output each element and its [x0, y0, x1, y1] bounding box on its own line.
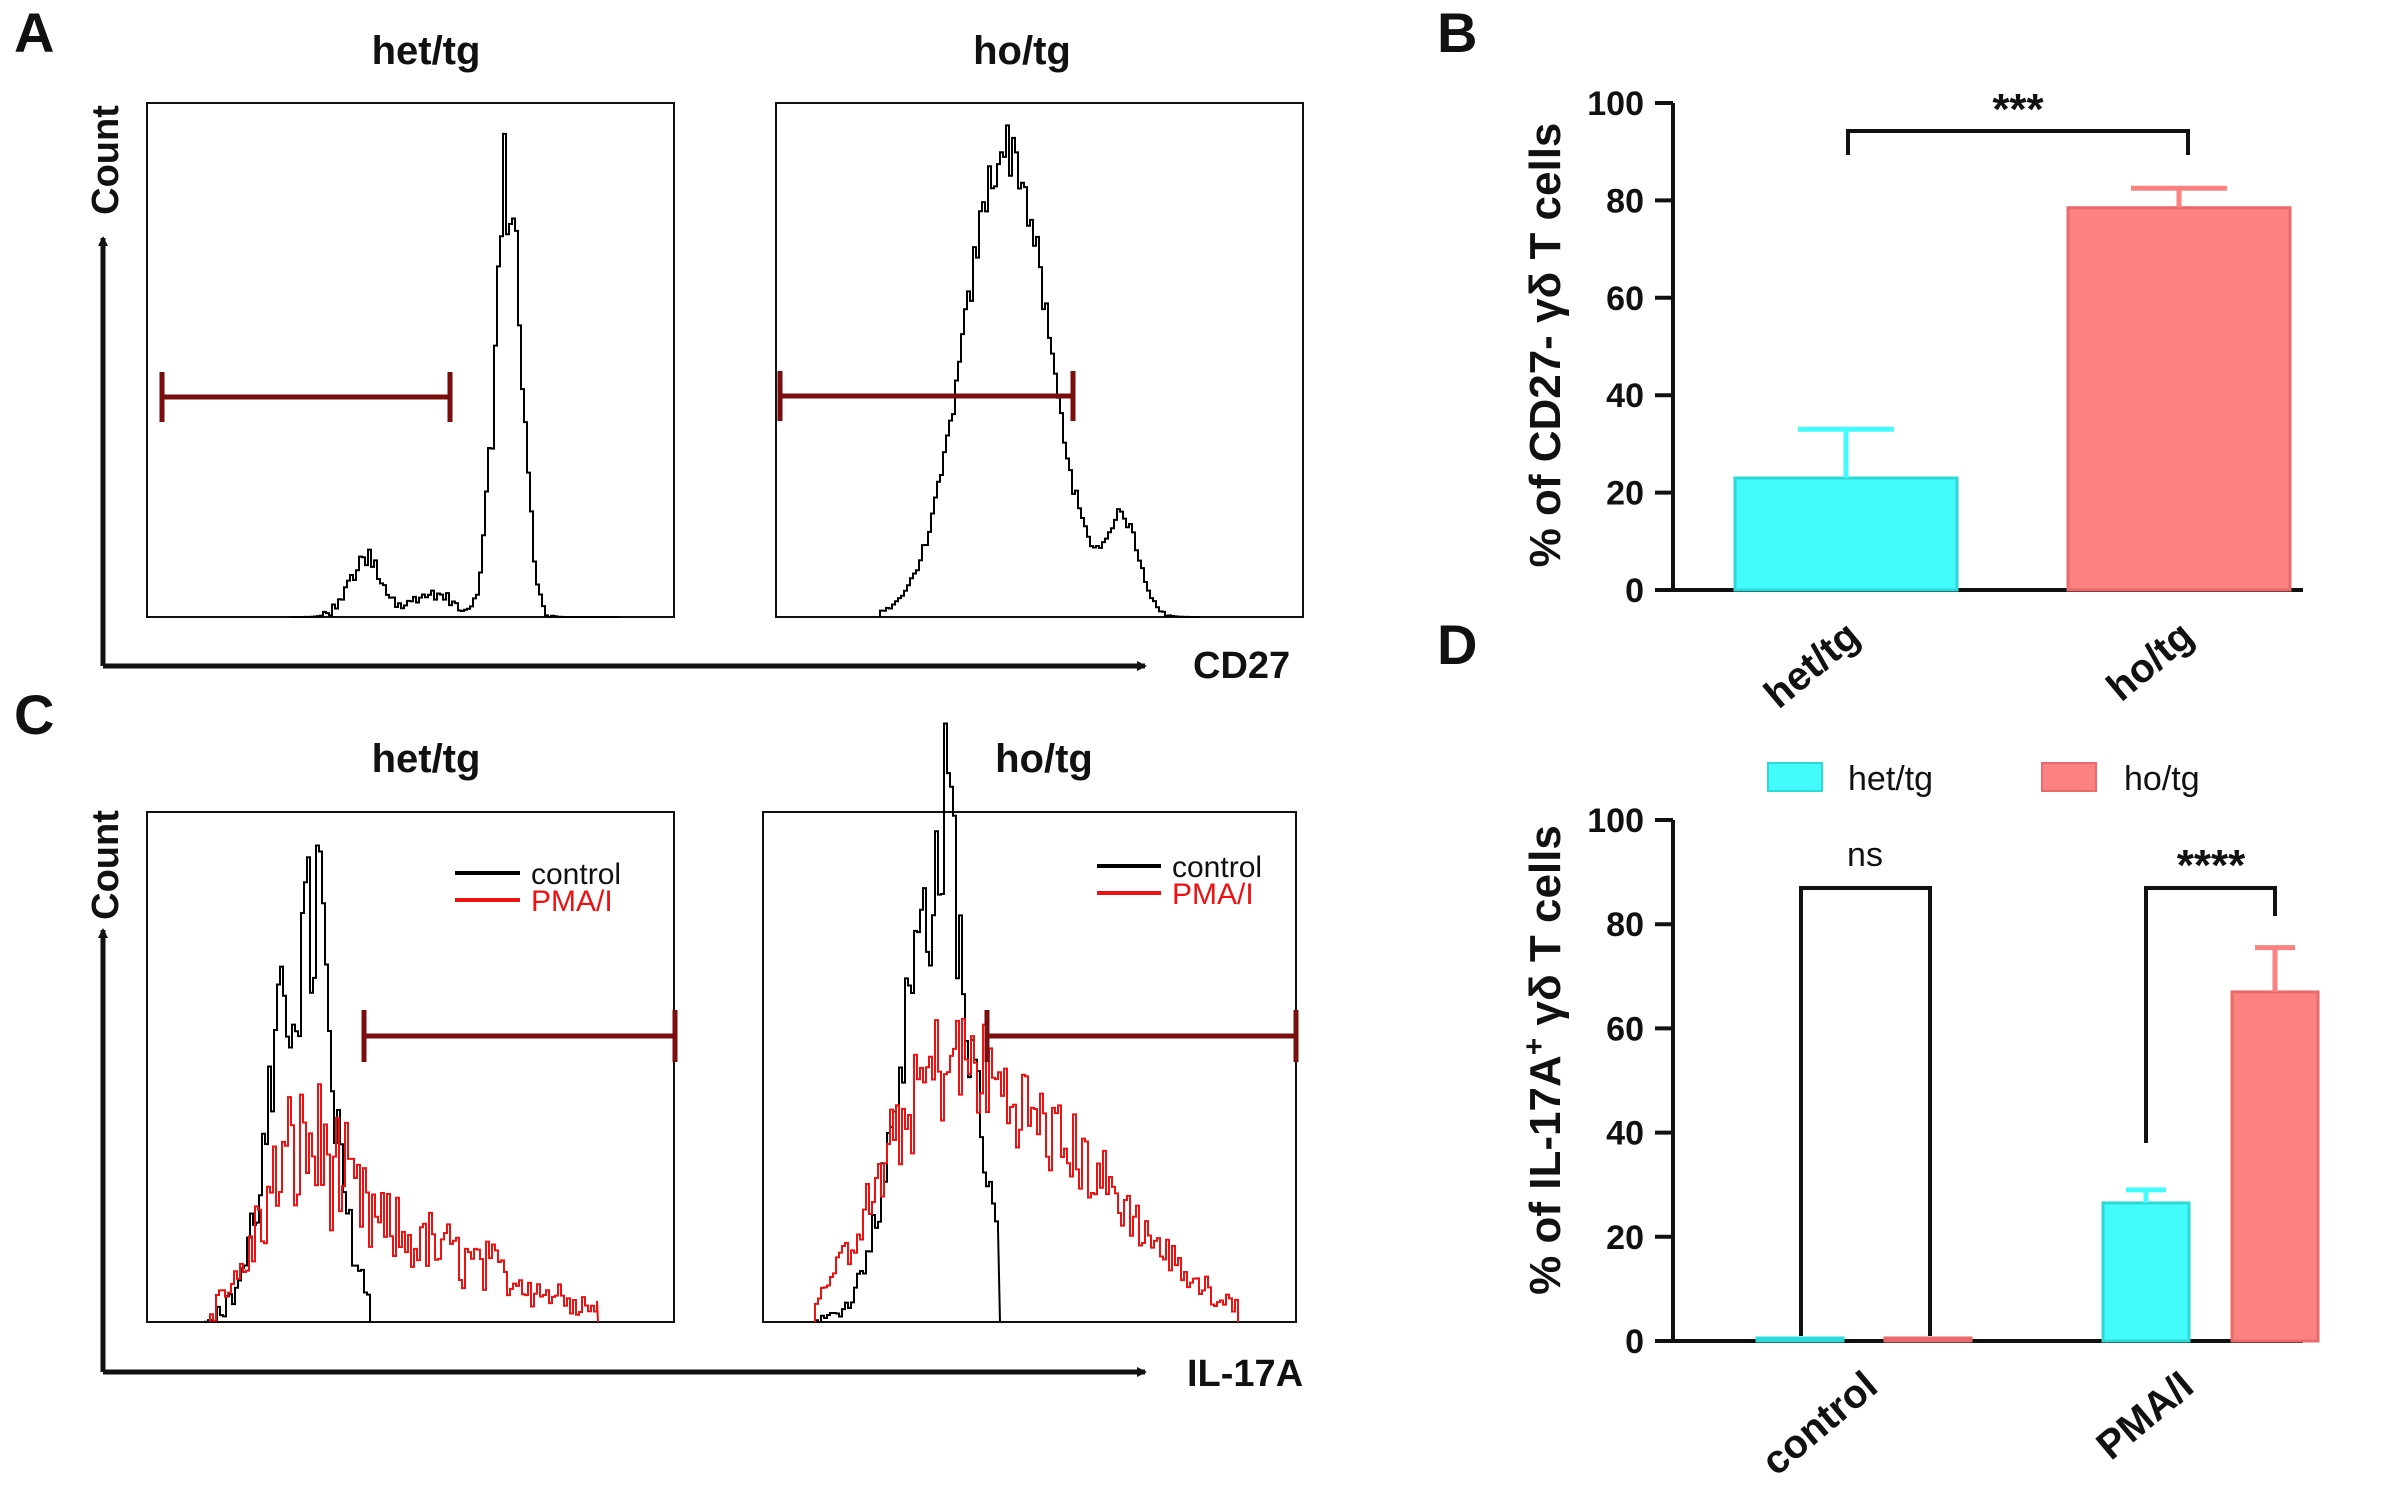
panel-d-y-axis-label: % of IL-17A+ γδ T cells: [1518, 825, 1570, 1295]
histogram-a-ho-box: [775, 102, 1304, 618]
histogram-c-ho-control-trace: [814, 722, 1001, 1323]
panel-d-bar-control-ho-tg: [1883, 1336, 1973, 1343]
panel-d-bar-control-het-tg: [1755, 1336, 1845, 1343]
gate-a-ho: [777, 371, 1076, 421]
panel-letter-d: D: [1437, 613, 1477, 676]
histogram-c-ho-box: [762, 811, 1297, 1323]
panel-d-tick-label-60: 60: [1606, 1010, 1644, 1048]
panel-a: A het/tg ho/tg Count CD27: [14, 1, 1304, 687]
legend-c-het-control-label: control: [531, 858, 621, 891]
panel-b-tick-label-60: 60: [1606, 280, 1644, 318]
legend-d-het-tg-label: het/tg: [1848, 760, 1933, 798]
legend-c-ho-pma-label: PMA/I: [1172, 878, 1254, 911]
panel-b: B % of CD27- γδ T cells 0 20 40 60 80 100 ***…: [1437, 1, 2303, 717]
panel-d-category-pma: PMA/I: [2088, 1363, 2201, 1468]
panel-c-title-ho-tg: ho/tg: [995, 737, 1093, 781]
panel-b-tick-label-100: 100: [1587, 85, 1644, 123]
panel-a-cd27-label: CD27: [1193, 645, 1290, 687]
panel-d-bracket-pma: [2144, 886, 2277, 1143]
panel-d-bar-pma-i-ho-tg: [2230, 990, 2320, 1343]
legend-d-het-tg-swatch: [1767, 762, 1823, 792]
panel-b-bar-ho-tg: [2066, 206, 2292, 592]
panel-b-bar-het-tg: [1733, 476, 1959, 592]
histogram-c-het-box: [146, 811, 675, 1323]
histogram-a-het-trace: [289, 132, 620, 618]
panel-c-count-label: Count: [85, 810, 127, 920]
panel-d-tick-label-20: 20: [1606, 1219, 1644, 1257]
panel-d-tick-label-100: 100: [1587, 802, 1644, 840]
panel-c: C het/tg ho/tg Count IL-17A control PMA/…: [14, 683, 1303, 1395]
panel-d-significance-pma: ****: [2177, 841, 2246, 890]
legend-c-ho: control PMA/I: [1097, 851, 1262, 911]
panel-d-bar-pma-i-het-tg: [2101, 1201, 2191, 1343]
panel-letter-c: C: [14, 683, 54, 746]
gate-c-het: [361, 1010, 678, 1062]
panel-d-bracket-control: [1799, 886, 1932, 1336]
panel-b-category-het-tg: het/tg: [1756, 613, 1868, 717]
panel-c-il17a-label: IL-17A: [1187, 1353, 1303, 1395]
panel-b-tick-label-0: 0: [1625, 572, 1644, 610]
legend-d-ho-tg-label: ho/tg: [2124, 760, 2200, 798]
panel-letter-a: A: [14, 1, 54, 64]
panel-b-y-axis-label: % of CD27- γδ T cells: [1521, 123, 1570, 568]
panel-d-legend: het/tg ho/tg: [1767, 760, 2200, 798]
panel-letter-b: B: [1437, 1, 1477, 64]
panel-b-category-ho-tg: ho/tg: [2099, 613, 2202, 710]
panel-b-tick-label-20: 20: [1606, 475, 1644, 513]
panel-d-significance-control: ns: [1847, 836, 1883, 874]
panel-a-title-het-tg: het/tg: [372, 29, 481, 73]
histogram-a-het-box: [146, 102, 675, 618]
gate-c-ho: [984, 1010, 1299, 1062]
panel-a-title-ho-tg: ho/tg: [973, 29, 1071, 73]
panel-d-tick-label-40: 40: [1606, 1115, 1644, 1153]
legend-c-het-pma-label: PMA/I: [531, 885, 613, 918]
legend-c-het: control PMA/I: [455, 858, 621, 918]
panel-d: D het/tg ho/tg % of IL-17A+ γδ T cells 0…: [1437, 613, 2320, 1484]
panel-b-tick-label-80: 80: [1606, 182, 1644, 220]
panel-d-category-control: control: [1754, 1363, 1886, 1484]
panel-c-title-het-tg: het/tg: [372, 737, 481, 781]
legend-c-ho-control-label: control: [1172, 851, 1262, 884]
panel-b-tick-label-40: 40: [1606, 377, 1644, 415]
panel-a-count-label: Count: [85, 105, 127, 215]
panel-d-tick-label-0: 0: [1625, 1323, 1644, 1361]
gate-a-het: [159, 372, 453, 422]
legend-d-ho-tg-swatch: [2041, 762, 2097, 792]
panel-b-significance-label: ***: [1992, 85, 2044, 134]
panel-b-significance-bracket: [1846, 129, 2190, 155]
panel-d-tick-label-80: 80: [1606, 906, 1644, 944]
histogram-c-ho-pma-trace: [814, 1017, 1239, 1322]
histogram-c-het-control-trace: [204, 844, 371, 1323]
histogram-c-het-pma-trace: [209, 1083, 599, 1323]
histogram-a-ho-trace: [879, 124, 1201, 618]
